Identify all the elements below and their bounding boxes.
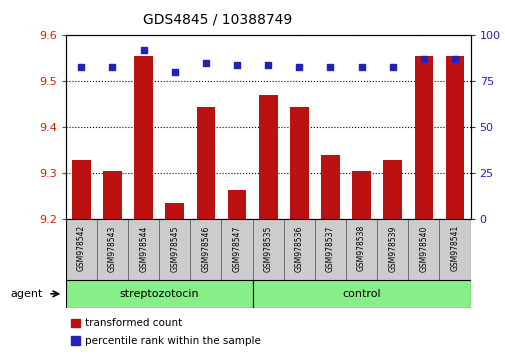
Text: streptozotocin: streptozotocin — [119, 289, 198, 299]
Bar — [134, 56, 153, 219]
Bar — [438, 219, 470, 280]
Point — [108, 64, 116, 69]
Bar — [196, 107, 215, 219]
Bar — [159, 219, 190, 280]
Text: GSM978537: GSM978537 — [325, 225, 334, 272]
Bar — [71, 336, 80, 345]
Point — [326, 64, 334, 69]
Point — [295, 64, 303, 69]
Bar — [376, 219, 408, 280]
Bar — [445, 56, 464, 219]
Text: GSM978542: GSM978542 — [77, 225, 86, 272]
Bar — [97, 219, 128, 280]
Bar — [165, 203, 184, 219]
Bar — [103, 171, 122, 219]
Bar — [227, 189, 246, 219]
Text: percentile rank within the sample: percentile rank within the sample — [85, 336, 261, 346]
Bar — [289, 107, 308, 219]
Text: transformed count: transformed count — [85, 318, 182, 328]
Text: GSM978544: GSM978544 — [139, 225, 148, 272]
Point — [170, 69, 178, 75]
Point — [232, 62, 240, 68]
Text: GSM978538: GSM978538 — [357, 225, 366, 272]
Text: GSM978539: GSM978539 — [387, 225, 396, 272]
Bar — [190, 219, 221, 280]
Point — [357, 64, 365, 69]
Text: GDS4845 / 10388749: GDS4845 / 10388749 — [143, 12, 291, 27]
Text: GSM978545: GSM978545 — [170, 225, 179, 272]
Bar — [71, 319, 80, 327]
Point — [201, 60, 210, 66]
Bar — [66, 280, 252, 308]
Text: GSM978546: GSM978546 — [201, 225, 210, 272]
Bar — [259, 95, 277, 219]
Bar — [252, 280, 470, 308]
Text: GSM978541: GSM978541 — [449, 225, 459, 272]
Text: GSM978535: GSM978535 — [263, 225, 272, 272]
Point — [77, 64, 85, 69]
Text: control: control — [341, 289, 380, 299]
Text: agent: agent — [10, 289, 42, 299]
Bar — [414, 56, 432, 219]
Point — [388, 64, 396, 69]
Bar — [72, 160, 90, 219]
Bar — [66, 219, 97, 280]
Bar — [345, 219, 376, 280]
Bar — [408, 219, 438, 280]
Text: GSM978540: GSM978540 — [419, 225, 428, 272]
Point — [264, 62, 272, 68]
Point — [419, 57, 427, 62]
Bar — [383, 160, 401, 219]
Point — [450, 57, 458, 62]
Text: GSM978543: GSM978543 — [108, 225, 117, 272]
Bar — [283, 219, 314, 280]
Point — [139, 47, 147, 53]
Bar — [321, 155, 339, 219]
Bar — [221, 219, 252, 280]
Bar — [314, 219, 345, 280]
Text: GSM978547: GSM978547 — [232, 225, 241, 272]
Text: GSM978536: GSM978536 — [294, 225, 303, 272]
Bar — [351, 171, 370, 219]
Bar — [252, 219, 283, 280]
Bar — [128, 219, 159, 280]
